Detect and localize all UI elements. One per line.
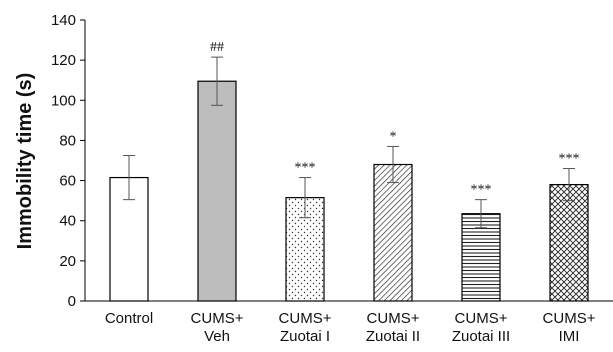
significance-label: *** bbox=[295, 161, 316, 176]
bars: ##********** bbox=[109, 40, 589, 302]
y-axis-title: Immobility time (s) bbox=[14, 73, 36, 250]
y-axis-ticks: 0 20 40 60 80 100 120 140 bbox=[51, 12, 85, 310]
y-tick-label: 120 bbox=[51, 52, 76, 69]
y-tick-label: 80 bbox=[59, 132, 76, 149]
y-tick-label: 60 bbox=[59, 173, 76, 190]
y-tick-label: 20 bbox=[59, 253, 76, 270]
y-tick-label: 40 bbox=[59, 213, 76, 230]
significance-label: * bbox=[390, 129, 397, 144]
category-label: Control bbox=[105, 310, 153, 327]
category-label: CUMS+ IMI bbox=[543, 310, 596, 345]
bar bbox=[373, 163, 413, 302]
bar bbox=[197, 80, 237, 302]
category-label: CUMS+ Zuotai II bbox=[366, 310, 420, 345]
category-label: CUMS+ Zuotai I bbox=[279, 310, 332, 345]
significance-label: ## bbox=[210, 40, 224, 55]
category-label: CUMS+ Zuotai III bbox=[452, 310, 510, 345]
bar bbox=[461, 213, 501, 302]
y-tick-label: 140 bbox=[51, 12, 76, 29]
y-tick-label: 100 bbox=[51, 92, 76, 109]
x-axis-labels: Control CUMS+ Veh CUMS+ Zuotai I CUMS+ Zuotai … bbox=[105, 310, 596, 345]
category-label: CUMS+ Veh bbox=[191, 310, 244, 345]
bar bbox=[549, 183, 589, 302]
significance-label: *** bbox=[559, 152, 580, 167]
significance-label: *** bbox=[471, 183, 492, 198]
y-tick-label: 0 bbox=[68, 293, 76, 310]
